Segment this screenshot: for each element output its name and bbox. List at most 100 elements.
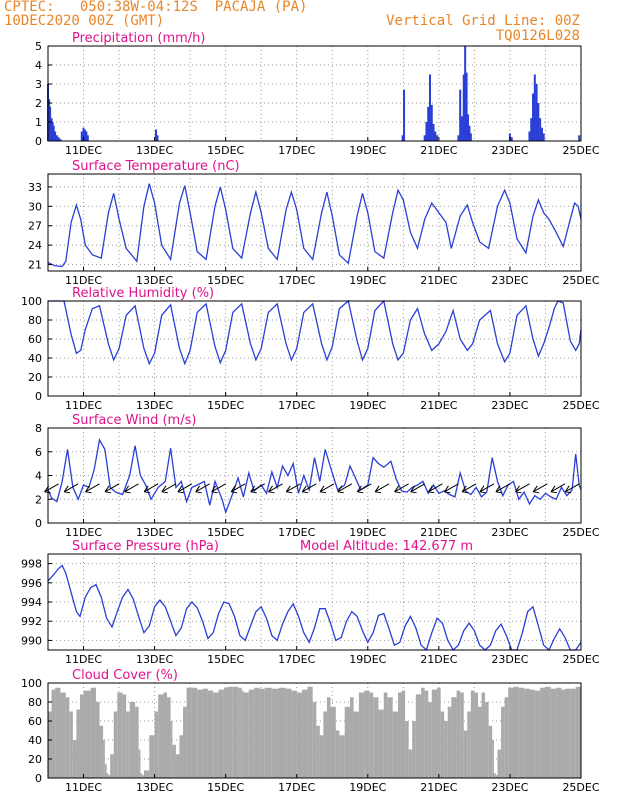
wind-arrow [461, 483, 477, 493]
y-tick-label: 4 [35, 470, 42, 483]
cloud-cover-bar [197, 689, 203, 778]
x-tick-label: 19DEC [349, 526, 386, 539]
x-tick-label: 25DEC [562, 526, 599, 539]
precip-bar [80, 131, 83, 141]
cloud-cover-bar [350, 697, 354, 778]
cloud-cover-bar [477, 706, 482, 778]
y-tick-label: 994 [21, 596, 42, 609]
precip-bar [459, 89, 462, 141]
precip-bar [156, 135, 159, 141]
wind-arrow-head [374, 485, 382, 494]
location-label: PACAJA (PA) [214, 0, 308, 15]
cloud-cover-bar [501, 706, 505, 778]
wind-arrow-head [428, 485, 435, 494]
y-tick-label: 5 [35, 40, 42, 53]
x-tick-label: 15DEC [207, 274, 244, 287]
run-label: 10DEC2020 00Z (GMT) [4, 13, 165, 29]
panel-title: Precipitation (mm/h) [72, 31, 205, 46]
cloud-cover-bar [437, 687, 441, 778]
cloud-cover-bar [378, 709, 384, 778]
cloud-cover-bar [65, 697, 70, 778]
y-tick-label: 0 [35, 135, 42, 148]
cloud-cover-bar [163, 692, 168, 778]
precip-bar [436, 135, 439, 141]
cloud-cover-bar [238, 687, 242, 778]
cloud-cover-bar [117, 692, 123, 778]
cloud-cover-bar [286, 688, 292, 778]
precip-bar [464, 46, 467, 141]
x-tick-label: 13DEC [136, 653, 173, 666]
wind-arrow [302, 483, 317, 493]
wind-arrow [394, 483, 409, 493]
wind-arrow [319, 483, 335, 493]
cloud-cover-bar [138, 749, 141, 778]
y-tick-label: 20 [28, 753, 42, 766]
wind-arrow [357, 483, 372, 493]
wind-arrow-head [550, 485, 558, 494]
wind-arrow [104, 483, 120, 493]
x-tick-label: 13DEC [136, 274, 173, 287]
wind-arrow [428, 483, 443, 493]
cloud-cover-bar [408, 749, 413, 778]
cloud-cover-bar [183, 706, 187, 778]
cloud-cover-bar [241, 690, 244, 778]
wind-arrow [374, 483, 390, 493]
cloud-cover-bar [383, 692, 388, 778]
cloud-cover-bar [456, 690, 461, 778]
wind-arrow-head [337, 485, 344, 494]
cloud-cover-bar [518, 687, 525, 778]
cloud-cover-bar [344, 706, 351, 778]
cloud-cover-bar [95, 702, 100, 778]
precip-bar [425, 122, 428, 141]
cloud-cover-bar [227, 686, 233, 778]
wind-arrow [444, 483, 459, 493]
wind-line [47, 438, 582, 515]
x-tick-label: 13DEC [136, 781, 173, 794]
x-tick-label: 17DEC [278, 781, 315, 794]
cloud-cover-bar [142, 775, 144, 778]
precip-bar [432, 123, 435, 141]
cloud-cover-bar [60, 692, 66, 778]
y-tick-label: 24 [28, 239, 42, 252]
cloud-cover-bar [110, 754, 114, 778]
wind-arrow [337, 483, 353, 493]
wind-arrow-head [161, 485, 169, 494]
x-tick-label: 23DEC [491, 144, 528, 157]
wind-arrow-head [532, 485, 540, 494]
wind-arrow [85, 483, 100, 493]
cloud-cover-bar [243, 692, 249, 778]
x-tick-label: 25DEC [562, 781, 599, 794]
x-tick-label: 11DEC [65, 274, 102, 287]
x-tick-label: 13DEC [136, 526, 173, 539]
cloud-cover-bar [154, 711, 159, 778]
wind-arrow-head [301, 485, 309, 494]
wind-arrow-head [461, 485, 469, 494]
precip-bar [469, 133, 472, 141]
cloud-cover-bar [179, 735, 184, 778]
cloud-cover-bar [451, 697, 457, 778]
wind-arrow [63, 483, 79, 493]
y-tick-label: 2 [35, 493, 42, 506]
cloud-cover-bar [170, 721, 173, 778]
cloud-cover-bar [387, 697, 393, 778]
wind-arrow-head [319, 485, 327, 494]
code-label: TQ0126L028 [495, 28, 580, 44]
x-tick-label: 25DEC [562, 399, 599, 412]
panel-frame [47, 682, 582, 779]
precip-bar [540, 127, 543, 141]
cloud-cover-bar [248, 689, 255, 778]
y-tick-label: 40 [28, 352, 42, 365]
y-tick-label: 0 [35, 772, 42, 785]
precip-bar [86, 135, 89, 141]
x-tick-label: 21DEC [420, 144, 457, 157]
panel-title: Surface Pressure (hPa) [72, 539, 219, 554]
model-altitude-label: Model Altitude: 142.677 m [300, 539, 473, 554]
cloud-cover-bar [323, 711, 327, 778]
cloud-cover-bar [545, 686, 551, 778]
precip-bar [533, 74, 536, 141]
wind-arrow-head [143, 485, 151, 494]
cloud-cover-bar [83, 690, 91, 778]
precip-bar [528, 131, 531, 141]
cloud-cover-bar [312, 702, 317, 778]
cloud-cover-bar [172, 744, 176, 778]
